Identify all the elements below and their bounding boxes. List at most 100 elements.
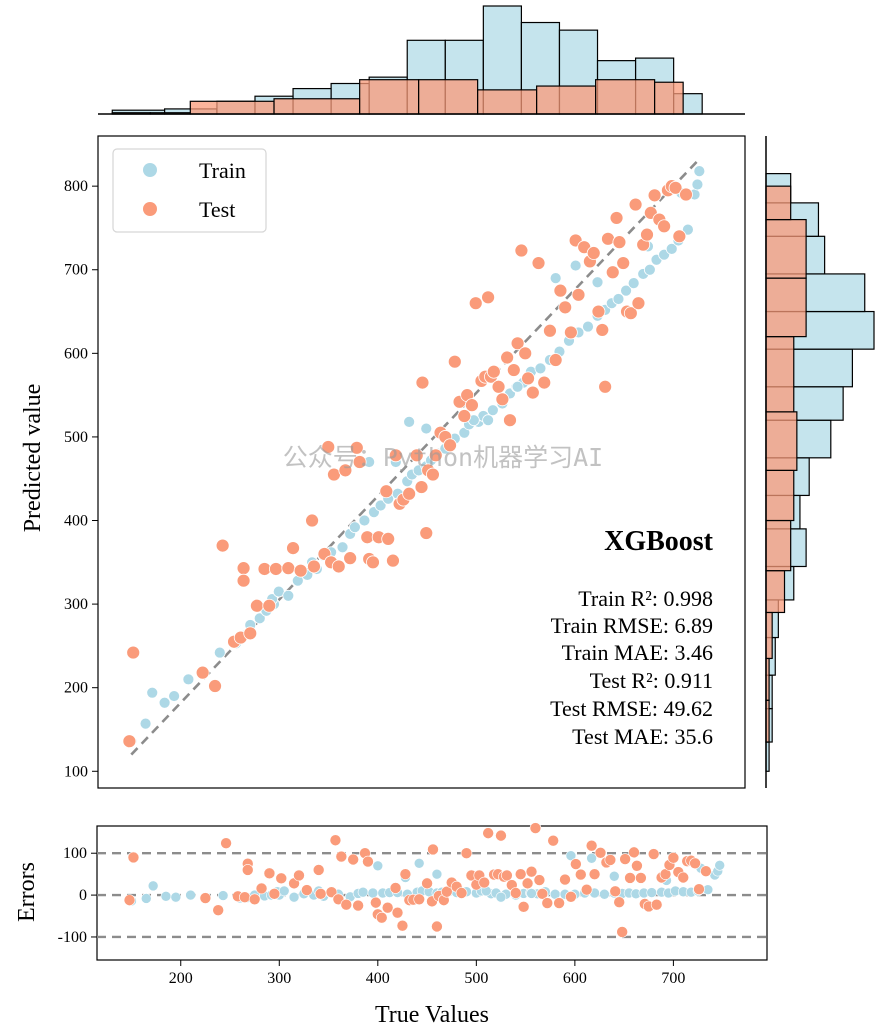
main-y-ticks: 100 200 300 400 500 600 700 800	[64, 178, 98, 780]
right-marginal-histogram	[765, 173, 875, 772]
test-hist-bar	[418, 79, 479, 115]
train-error-point	[431, 868, 443, 880]
test-error-point	[624, 872, 636, 884]
test-point	[514, 243, 529, 258]
train-error-point	[526, 888, 537, 899]
test-hist-bar	[273, 98, 361, 115]
test-point	[506, 363, 521, 377]
legend-train-label: Train	[199, 158, 246, 183]
train-point	[693, 165, 706, 178]
errors-y-tick-label: 100	[63, 845, 87, 862]
test-error-point	[529, 822, 542, 834]
x-tick-label: 200	[169, 970, 193, 987]
test-error-point	[553, 897, 565, 909]
test-point	[609, 211, 624, 225]
test-hist-bar	[765, 519, 792, 572]
test-hist-bar	[189, 100, 275, 115]
x-tick-label: 700	[661, 970, 685, 987]
test-error-point	[700, 865, 712, 878]
train-point	[511, 380, 524, 393]
test-point	[447, 354, 462, 369]
test-error-point	[509, 887, 522, 899]
metric-test-mae: Test MAE: 35.6	[572, 724, 713, 749]
test-error-point	[559, 873, 571, 886]
test-error-point	[588, 868, 601, 880]
train-point	[213, 646, 226, 659]
test-error-point	[580, 883, 593, 896]
y-tick-label: 200	[64, 680, 88, 697]
train-point	[282, 589, 295, 602]
legend-test-label: Test	[199, 197, 235, 222]
test-point	[338, 463, 353, 478]
train-point	[403, 415, 416, 428]
test-point	[595, 323, 610, 337]
test-point	[553, 283, 568, 298]
test-error-point	[347, 853, 359, 866]
test-point	[321, 440, 336, 454]
train-error-point	[565, 850, 577, 862]
test-error-point	[396, 919, 409, 932]
train-error-point	[217, 890, 229, 901]
test-point	[491, 379, 506, 394]
test-error-point	[431, 920, 443, 933]
errors-axis-ticks: 200 300 400 500 600 700 -100 0 100	[58, 845, 686, 987]
y-tick-label: 100	[64, 763, 88, 780]
test-point	[195, 665, 210, 680]
test-point	[415, 375, 430, 390]
test-point	[409, 448, 424, 463]
test-point	[668, 180, 683, 195]
test-hist-bar	[765, 277, 807, 338]
train-point	[348, 521, 361, 534]
test-point	[591, 304, 606, 319]
test-error-point	[255, 882, 268, 895]
test-hist-bar	[359, 79, 420, 115]
train-error-point	[278, 885, 290, 897]
test-point	[657, 219, 672, 234]
train-error-point	[140, 893, 152, 904]
test-point	[531, 256, 546, 270]
test-point	[215, 538, 230, 553]
train-error-point	[170, 891, 182, 903]
test-point	[419, 526, 434, 540]
test-error-point	[427, 843, 439, 856]
test-error-point	[650, 898, 663, 911]
test-point	[631, 296, 646, 311]
metric-test-r2: Test R²: 0.911	[590, 668, 713, 693]
test-point	[628, 197, 643, 212]
test-point	[548, 353, 563, 367]
x-tick-label: 500	[464, 970, 488, 987]
test-error-point	[391, 906, 404, 919]
test-error-point	[616, 926, 628, 938]
test-error-point	[693, 883, 705, 896]
test-point	[343, 551, 358, 566]
test-point	[249, 598, 264, 613]
watermark: 公众号：Python机器学习AI	[283, 443, 603, 472]
test-error-point	[574, 868, 587, 881]
test-error-point	[628, 846, 640, 859]
errors-y-tick-label: -100	[58, 929, 87, 946]
test-error-point	[478, 876, 491, 889]
test-point	[647, 188, 662, 203]
test-points	[122, 179, 693, 749]
test-error-point	[541, 897, 554, 909]
test-point	[571, 287, 586, 302]
test-point	[386, 553, 400, 568]
test-point	[500, 350, 515, 365]
train-point	[582, 320, 594, 333]
x-axis-label: True Values	[375, 1002, 489, 1028]
test-point	[503, 413, 517, 428]
test-point	[481, 290, 496, 305]
test-error-point	[389, 882, 402, 894]
y-tick-label: 300	[64, 596, 88, 613]
test-point	[126, 645, 141, 660]
test-point	[598, 379, 613, 394]
test-point	[640, 227, 654, 242]
train-error-point	[495, 891, 507, 903]
train-point	[620, 284, 632, 297]
test-error-point	[325, 886, 338, 898]
train-point	[627, 277, 640, 290]
test-hist-bar	[765, 611, 773, 660]
test-hist-bar	[595, 79, 656, 115]
test-error-point	[570, 858, 582, 870]
train-error-point	[608, 870, 620, 882]
